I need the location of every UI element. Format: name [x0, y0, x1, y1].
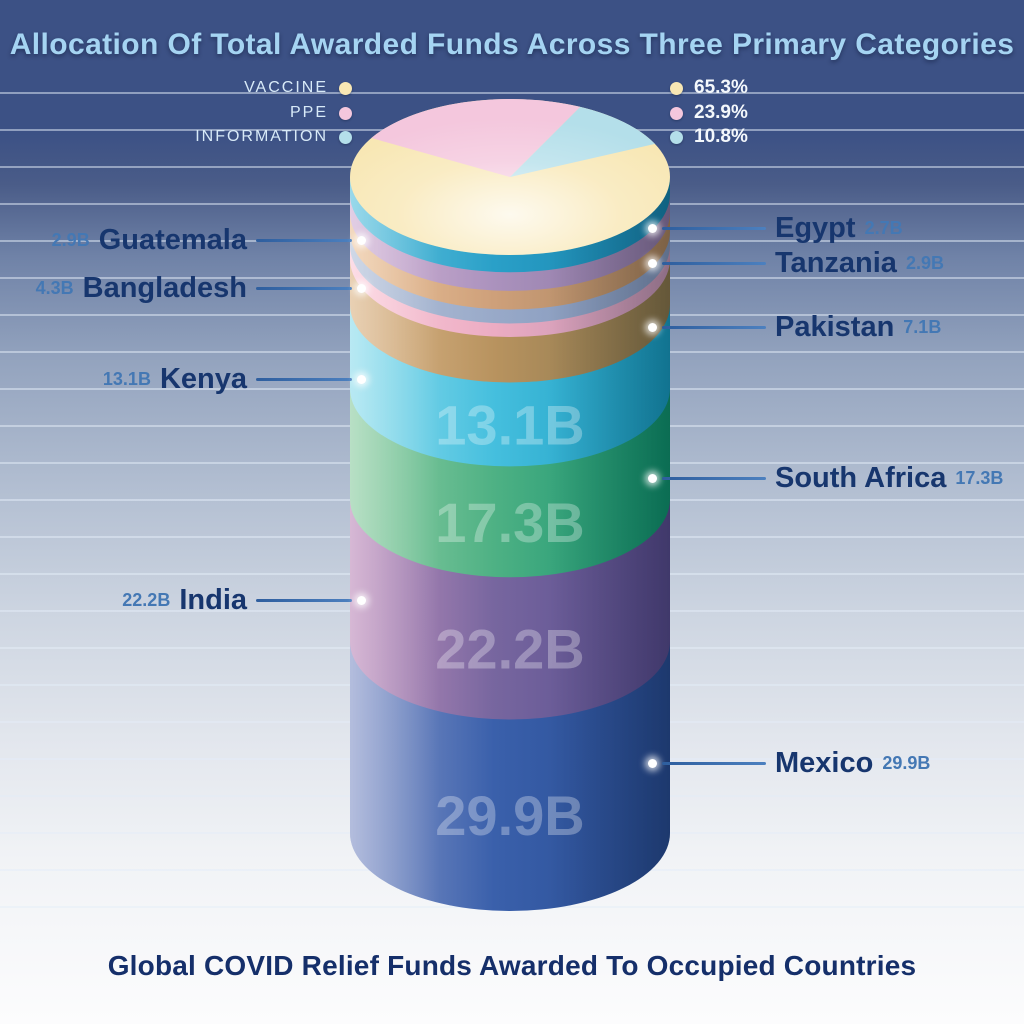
country-value: 29.9B: [882, 752, 931, 773]
country-name: Tanzania: [775, 246, 897, 279]
legend-pct-vaccine: 65.3%: [670, 77, 748, 98]
country-name: Mexico: [775, 746, 874, 779]
country-value: 22.2B: [122, 589, 171, 610]
leader-dot-icon: [648, 758, 657, 768]
legend-item-information: INFORMATION: [195, 128, 352, 146]
leader-line: [662, 325, 766, 329]
leader-dot-icon: [648, 258, 657, 268]
country-name: Bangladesh: [82, 271, 247, 304]
country-name: South Africa: [775, 461, 947, 494]
legend-item-ppe: PPE: [290, 104, 352, 122]
country-name: Egypt: [775, 211, 856, 244]
legend-percent: 23.9%: [694, 102, 748, 123]
legend-label: INFORMATION: [195, 128, 328, 145]
page-title: Allocation Of Total Awarded Funds Across…: [9, 28, 1015, 61]
legend-dot-vaccine-icon: [339, 81, 352, 95]
legend-pct-ppe: 23.9%: [670, 102, 748, 123]
country-value: 2.7B: [864, 217, 903, 238]
legend-item-vaccine: VACCINE: [244, 79, 352, 97]
country-label-india: 22.2B India: [122, 580, 366, 620]
svg-text:17.3B: 17.3B: [435, 491, 584, 554]
leader-dot-icon: [648, 322, 657, 332]
leader-dot-icon: [357, 595, 366, 605]
country-label-egypt: Egypt 2.7B: [648, 208, 903, 248]
leader-dot-icon: [357, 235, 366, 245]
country-label-mexico: Mexico 29.9B: [648, 743, 930, 783]
legend-label: PPE: [289, 104, 328, 121]
chart-caption: Global COVID Relief Funds Awarded To Occ…: [107, 950, 917, 981]
country-value: 2.9B: [51, 229, 90, 250]
svg-text:29.9B: 29.9B: [435, 784, 584, 847]
country-value: 7.1B: [903, 316, 942, 337]
country-label-kenya: 13.1B Kenya: [103, 359, 366, 399]
country-name: Pakistan: [775, 310, 895, 343]
leader-line: [662, 226, 766, 230]
leader-line: [256, 238, 352, 242]
leader-dot-icon: [648, 223, 657, 233]
leader-line: [256, 377, 352, 381]
leader-line: [256, 286, 352, 290]
legend-pct-information: 10.8%: [670, 126, 748, 147]
leader-line: [662, 476, 766, 480]
country-value: 2.9B: [905, 252, 944, 273]
leader-dot-icon: [357, 283, 366, 293]
country-label-tanzania: Tanzania 2.9B: [648, 243, 944, 283]
legend-dot-information-icon: [339, 130, 352, 144]
country-value: 17.3B: [955, 467, 1004, 488]
country-name: India: [179, 583, 247, 616]
leader-line: [256, 598, 352, 602]
country-name: Kenya: [159, 362, 247, 395]
country-label-guatemala: 2.9B Guatemala: [52, 220, 366, 260]
country-label-pakistan: Pakistan 7.1B: [648, 307, 941, 347]
country-name: Guatemala: [98, 223, 247, 256]
leader-dot-icon: [357, 374, 366, 384]
legend-percent: 10.8%: [694, 126, 748, 147]
legend-dot-ppe-icon: [339, 106, 352, 120]
country-value: 13.1B: [102, 368, 151, 389]
country-value: 4.3B: [35, 277, 74, 298]
leader-line: [662, 761, 766, 765]
svg-text:22.2B: 22.2B: [435, 617, 584, 680]
legend-dot-information-icon: [670, 130, 683, 144]
leader-line: [662, 261, 766, 265]
leader-dot-icon: [648, 473, 657, 483]
country-label-south-africa: South Africa 17.3B: [648, 458, 1003, 498]
legend-dot-vaccine-icon: [670, 81, 683, 95]
legend-dot-ppe-icon: [670, 106, 683, 120]
svg-text:13.1B: 13.1B: [435, 393, 584, 456]
legend-label: VACCINE: [244, 79, 328, 96]
country-label-bangladesh: 4.3B Bangladesh: [36, 268, 366, 308]
legend-percent: 65.3%: [694, 77, 748, 98]
